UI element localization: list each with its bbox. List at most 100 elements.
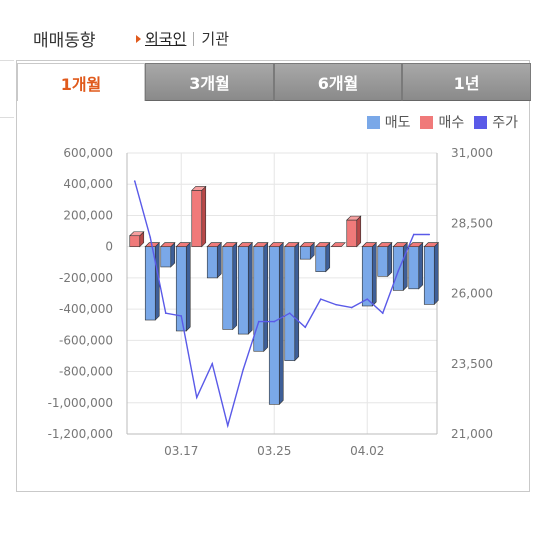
price-point: [288, 312, 291, 314]
y-left-tick-label: -1,200,000: [48, 427, 113, 441]
buy-bar-cap: [299, 242, 315, 247]
price-point: [164, 312, 167, 314]
price-point: [366, 298, 369, 300]
sell-bar-side: [325, 241, 331, 273]
price-point: [180, 315, 183, 317]
legend-item-price: 주가: [474, 112, 518, 132]
buy-bar-side: [201, 185, 207, 248]
buy-bar-cap: [361, 242, 377, 247]
sell-bar-side: [232, 241, 238, 331]
price-point: [350, 306, 353, 309]
price-point: [226, 424, 229, 427]
price-point: [412, 233, 415, 236]
y-left-tick-label: -600,000: [59, 333, 113, 347]
sell-bar: [253, 246, 265, 352]
sell-bar-side: [216, 241, 222, 279]
price-point: [273, 320, 276, 323]
price-point: [257, 320, 260, 323]
y-left-tick-label: 600,000: [63, 146, 113, 160]
filter-foreign[interactable]: 외국인: [145, 30, 187, 48]
buy-bar-cap: [253, 242, 269, 247]
y-left-tick-label: 400,000: [63, 177, 113, 191]
legend-item-buy: 매수: [420, 112, 464, 132]
sell-bar: [315, 246, 327, 272]
price-point: [304, 326, 307, 329]
buy-bar-side: [356, 215, 362, 248]
left-rule: [0, 60, 14, 61]
tab-6-months[interactable]: 6개월: [274, 63, 402, 101]
price-point: [397, 270, 400, 272]
price-point: [335, 303, 338, 306]
sell-bar: [423, 246, 435, 305]
sell-bar: [206, 246, 218, 279]
buy-bar-cap: [268, 242, 284, 247]
y-left-tick-label: 0: [105, 240, 113, 254]
y-right-tick-label: 26,000: [451, 287, 493, 301]
y-left-tick-label: 200,000: [63, 208, 113, 222]
buy-bar-cap: [222, 242, 238, 247]
price-point: [149, 236, 152, 239]
sell-bar-side: [185, 241, 191, 332]
sell-bar: [392, 246, 404, 291]
legend-swatch-sell: [366, 115, 380, 129]
tab-1-month[interactable]: 1개월: [17, 63, 145, 101]
y-right-tick-label: 31,000: [451, 146, 493, 160]
buy-bar-cap: [392, 242, 408, 247]
price-point: [242, 368, 245, 371]
buy-bar-cap: [330, 242, 346, 247]
y-right-tick-label: 28,500: [451, 216, 493, 230]
buy-bar-cap: [160, 242, 176, 247]
sell-bar-side: [418, 241, 424, 290]
buy-bar: [129, 235, 141, 247]
sell-bar-side: [433, 241, 439, 306]
y-right-tick-label: 23,500: [451, 357, 493, 371]
sell-bar: [222, 246, 234, 330]
price-point: [133, 180, 136, 182]
buy-bar-cap: [206, 242, 222, 247]
tab-3-months[interactable]: 3개월: [145, 63, 274, 101]
chart-panel: [16, 60, 530, 492]
y-left-tick-label: -400,000: [59, 302, 113, 316]
y-left-tick-label: -1,000,000: [48, 396, 113, 410]
buy-bar: [191, 190, 203, 247]
y-right-tick-label: 21,000: [451, 427, 493, 441]
page-title: 매매동향: [33, 31, 96, 51]
sell-bar-side: [263, 241, 269, 352]
buy-bar-cap: [408, 242, 424, 247]
buy-bar-cap: [377, 242, 393, 247]
tab-1-year[interactable]: 1년: [402, 63, 531, 101]
legend-swatch-price: [474, 115, 488, 129]
x-tick-label: 04.02: [350, 444, 384, 458]
sell-bar: [299, 246, 311, 260]
sell-bar: [160, 246, 172, 268]
chart-legend: 매도 매수 주가: [357, 112, 518, 132]
legend-item-sell: 매도: [366, 112, 411, 132]
investor-filter: 외국인 기관: [136, 28, 229, 49]
price-point: [319, 298, 322, 300]
filter-separator: [193, 31, 195, 46]
sell-bar: [361, 246, 373, 307]
y-left-tick-label: -200,000: [59, 271, 113, 285]
buy-bar: [346, 219, 358, 247]
sell-bar-side: [278, 241, 284, 406]
left-rule-lower: [0, 117, 14, 118]
x-tick-label: 03.25: [257, 444, 291, 458]
buy-bar-cap: [284, 242, 300, 247]
legend-label-sell: 매도: [384, 115, 411, 131]
sell-bar: [377, 246, 389, 277]
buy-bar-cap: [237, 242, 253, 247]
price-point: [211, 362, 214, 365]
period-tabs: 1개월 3개월 6개월 1년: [17, 63, 531, 101]
buy-bar-cap: [175, 242, 191, 247]
sell-bar-side: [294, 241, 300, 362]
filter-institution[interactable]: 기관: [201, 30, 230, 48]
legend-label-price: 주가: [492, 115, 518, 131]
sell-bar: [268, 246, 280, 405]
legend-swatch-buy: [420, 115, 434, 129]
sell-bar: [408, 246, 420, 290]
sell-bar-side: [387, 241, 393, 278]
price-point: [195, 396, 198, 399]
y-left-tick-label: -800,000: [59, 365, 113, 379]
sell-bar-side: [247, 241, 253, 335]
